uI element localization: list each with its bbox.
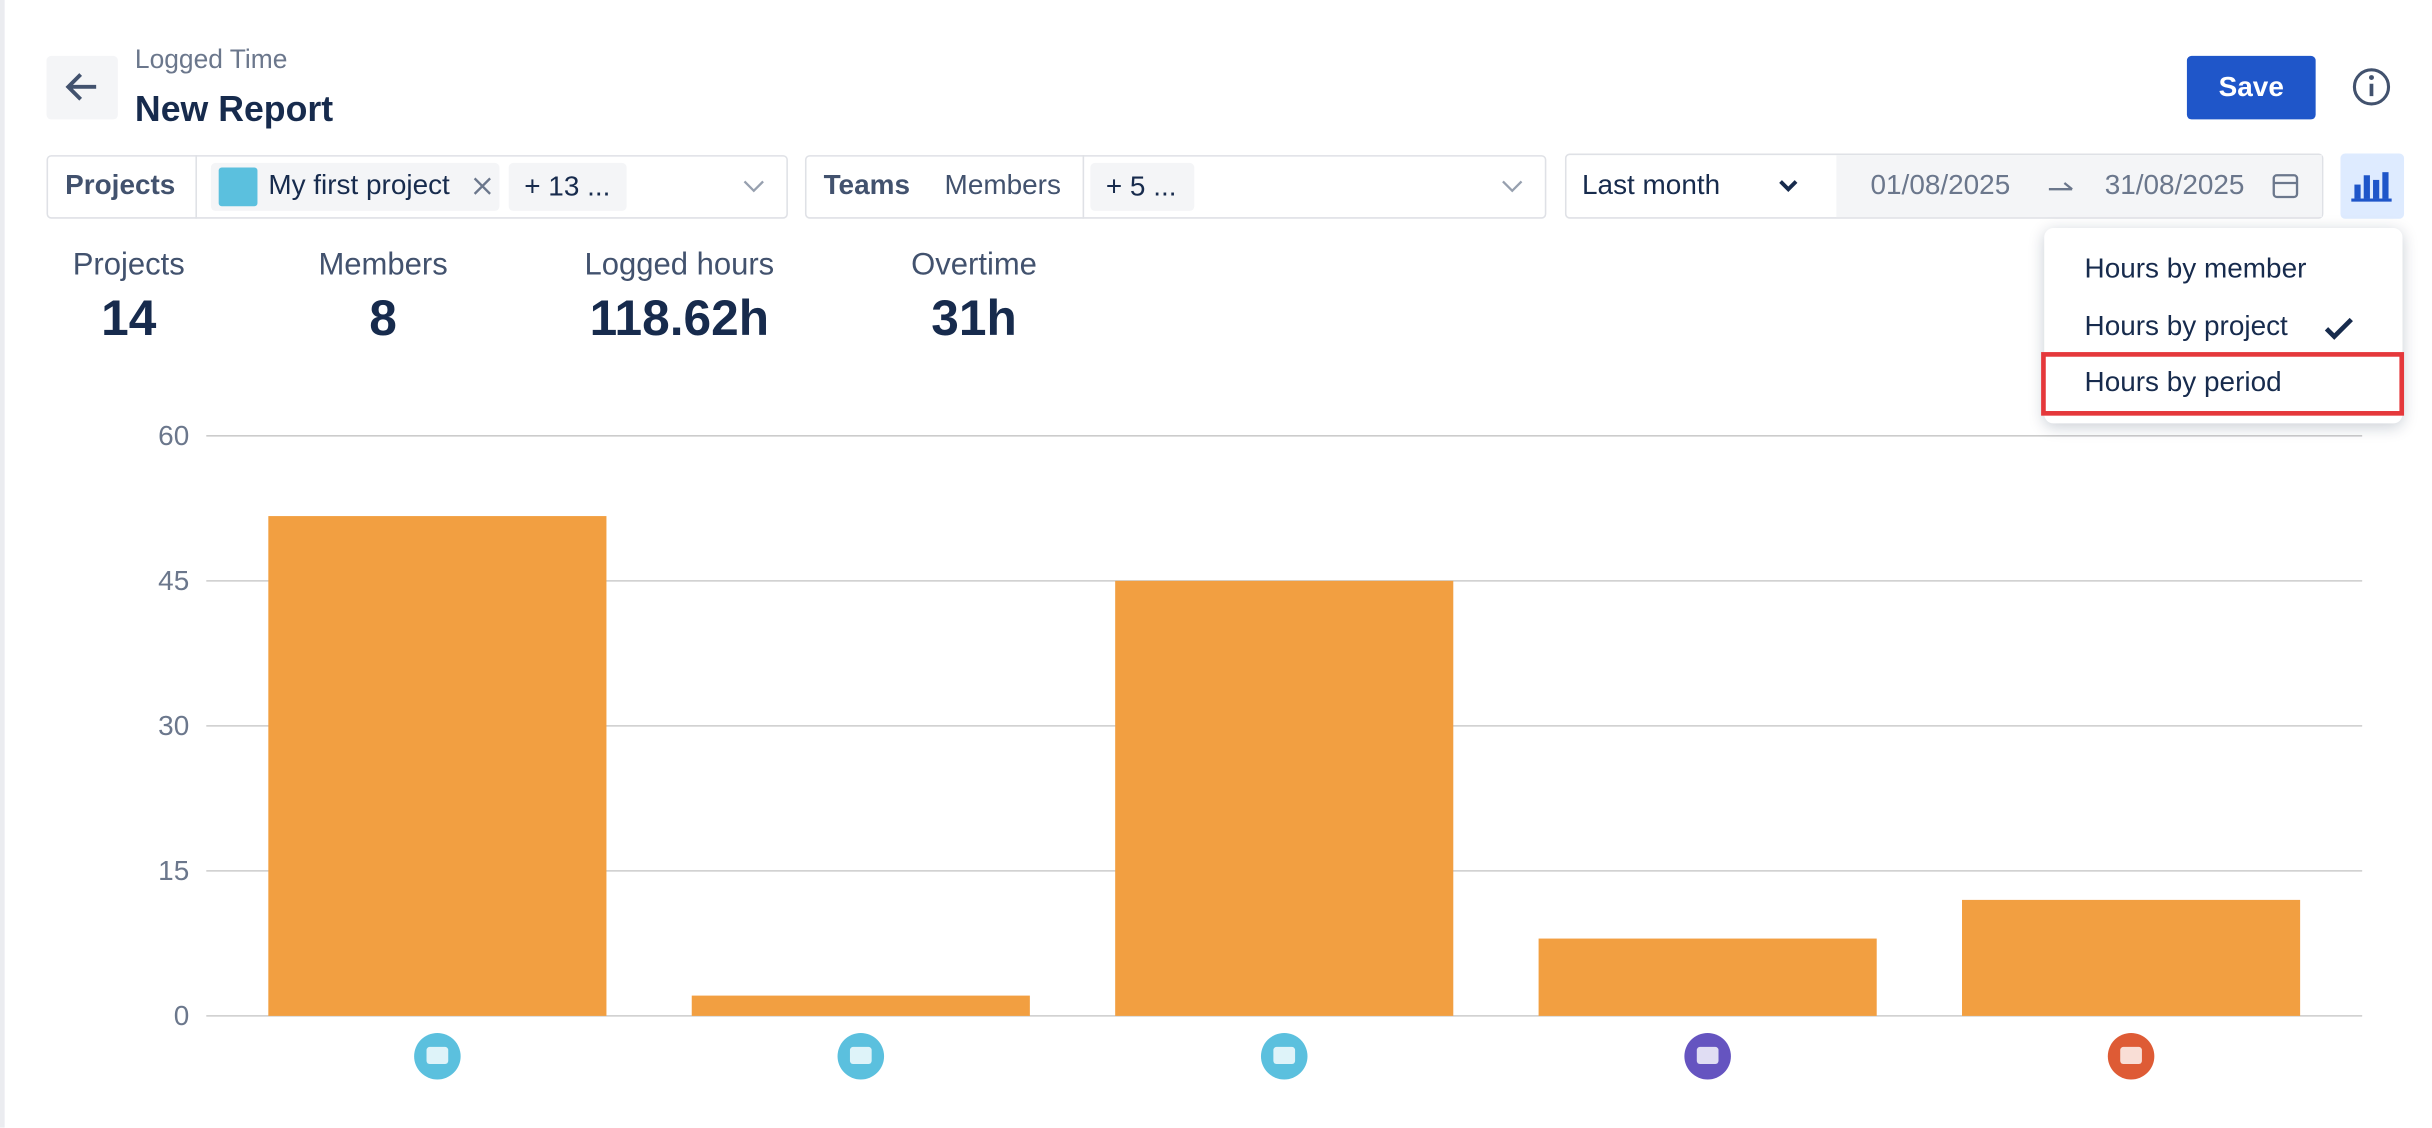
stat-value: 118.62h	[589, 290, 770, 346]
project-icon-detail	[1273, 1046, 1296, 1064]
stat-label: Projects	[72, 248, 185, 283]
stat: Members 8	[228, 248, 538, 347]
range-arrow	[2048, 182, 2073, 191]
bar	[1115, 580, 1454, 1016]
divider	[195, 155, 197, 219]
menu-item[interactable]: Hours by period	[2084, 366, 2282, 398]
bar	[1538, 938, 1877, 1016]
title: New Report	[134, 88, 334, 129]
filter-label: Teams	[823, 169, 910, 201]
chip-remove[interactable]	[472, 175, 494, 197]
more-chip[interactable]: + 5 ...	[1090, 162, 1195, 211]
filter-label: Projects	[65, 169, 176, 201]
chip-text: My first project	[268, 169, 450, 201]
project-icon	[218, 167, 258, 207]
stat-label: Overtime	[911, 248, 1037, 283]
bar	[1962, 899, 2301, 1016]
y-tick-label: 15	[158, 855, 189, 886]
period[interactable]: Last month	[1582, 169, 1721, 201]
back-icon	[65, 73, 97, 101]
selected-outline	[2041, 351, 2405, 415]
back-button[interactable]	[46, 55, 118, 120]
stat-label: Logged hours	[584, 248, 775, 283]
stat-value: 31h	[931, 290, 1017, 346]
subtitle: Logged Time	[134, 44, 288, 75]
bar	[691, 995, 1030, 1016]
project-icon-detail	[1696, 1046, 1719, 1064]
date-from[interactable]: 01/08/2025	[1870, 169, 2011, 201]
stat-label: Members	[318, 248, 448, 283]
project-icon-detail	[849, 1046, 872, 1064]
filter-label: Members	[944, 169, 1061, 201]
more-chip[interactable]: + 13 ...	[508, 162, 627, 211]
menu-item[interactable]: Hours by project	[2084, 309, 2288, 341]
y-tick-label: 60	[158, 420, 189, 451]
sidebar-edge	[0, 0, 5, 1128]
project-icon-detail	[2120, 1046, 2142, 1064]
chevron	[1779, 180, 1798, 192]
chevron	[1502, 180, 1523, 193]
stat: Logged hours 118.62h	[524, 248, 834, 347]
menu-item[interactable]: Hours by member	[2084, 252, 2307, 284]
chevron	[743, 180, 764, 193]
save-button[interactable]: Save	[2186, 55, 2316, 120]
check-icon	[2324, 317, 2353, 340]
chart-type-button[interactable]	[2340, 153, 2405, 219]
date-range	[1836, 155, 2322, 218]
date-to[interactable]: 31/08/2025	[2104, 169, 2245, 201]
y-tick-label: 0	[174, 1000, 190, 1031]
bar	[268, 516, 607, 1016]
project-icon-detail	[426, 1046, 449, 1064]
stat-value: 14	[101, 290, 157, 346]
divider	[1082, 155, 1085, 219]
y-tick-label: 45	[158, 565, 189, 596]
info-icon[interactable]	[2350, 65, 2393, 108]
y-tick-label: 30	[158, 710, 189, 741]
stat: Projects 14	[0, 248, 284, 347]
stat-value: 8	[369, 290, 397, 346]
stat: Overtime 31h	[819, 248, 1129, 347]
chart-icon	[2351, 172, 2392, 202]
calendar-icon[interactable]	[2271, 171, 2302, 202]
project-chip[interactable]	[210, 162, 500, 211]
